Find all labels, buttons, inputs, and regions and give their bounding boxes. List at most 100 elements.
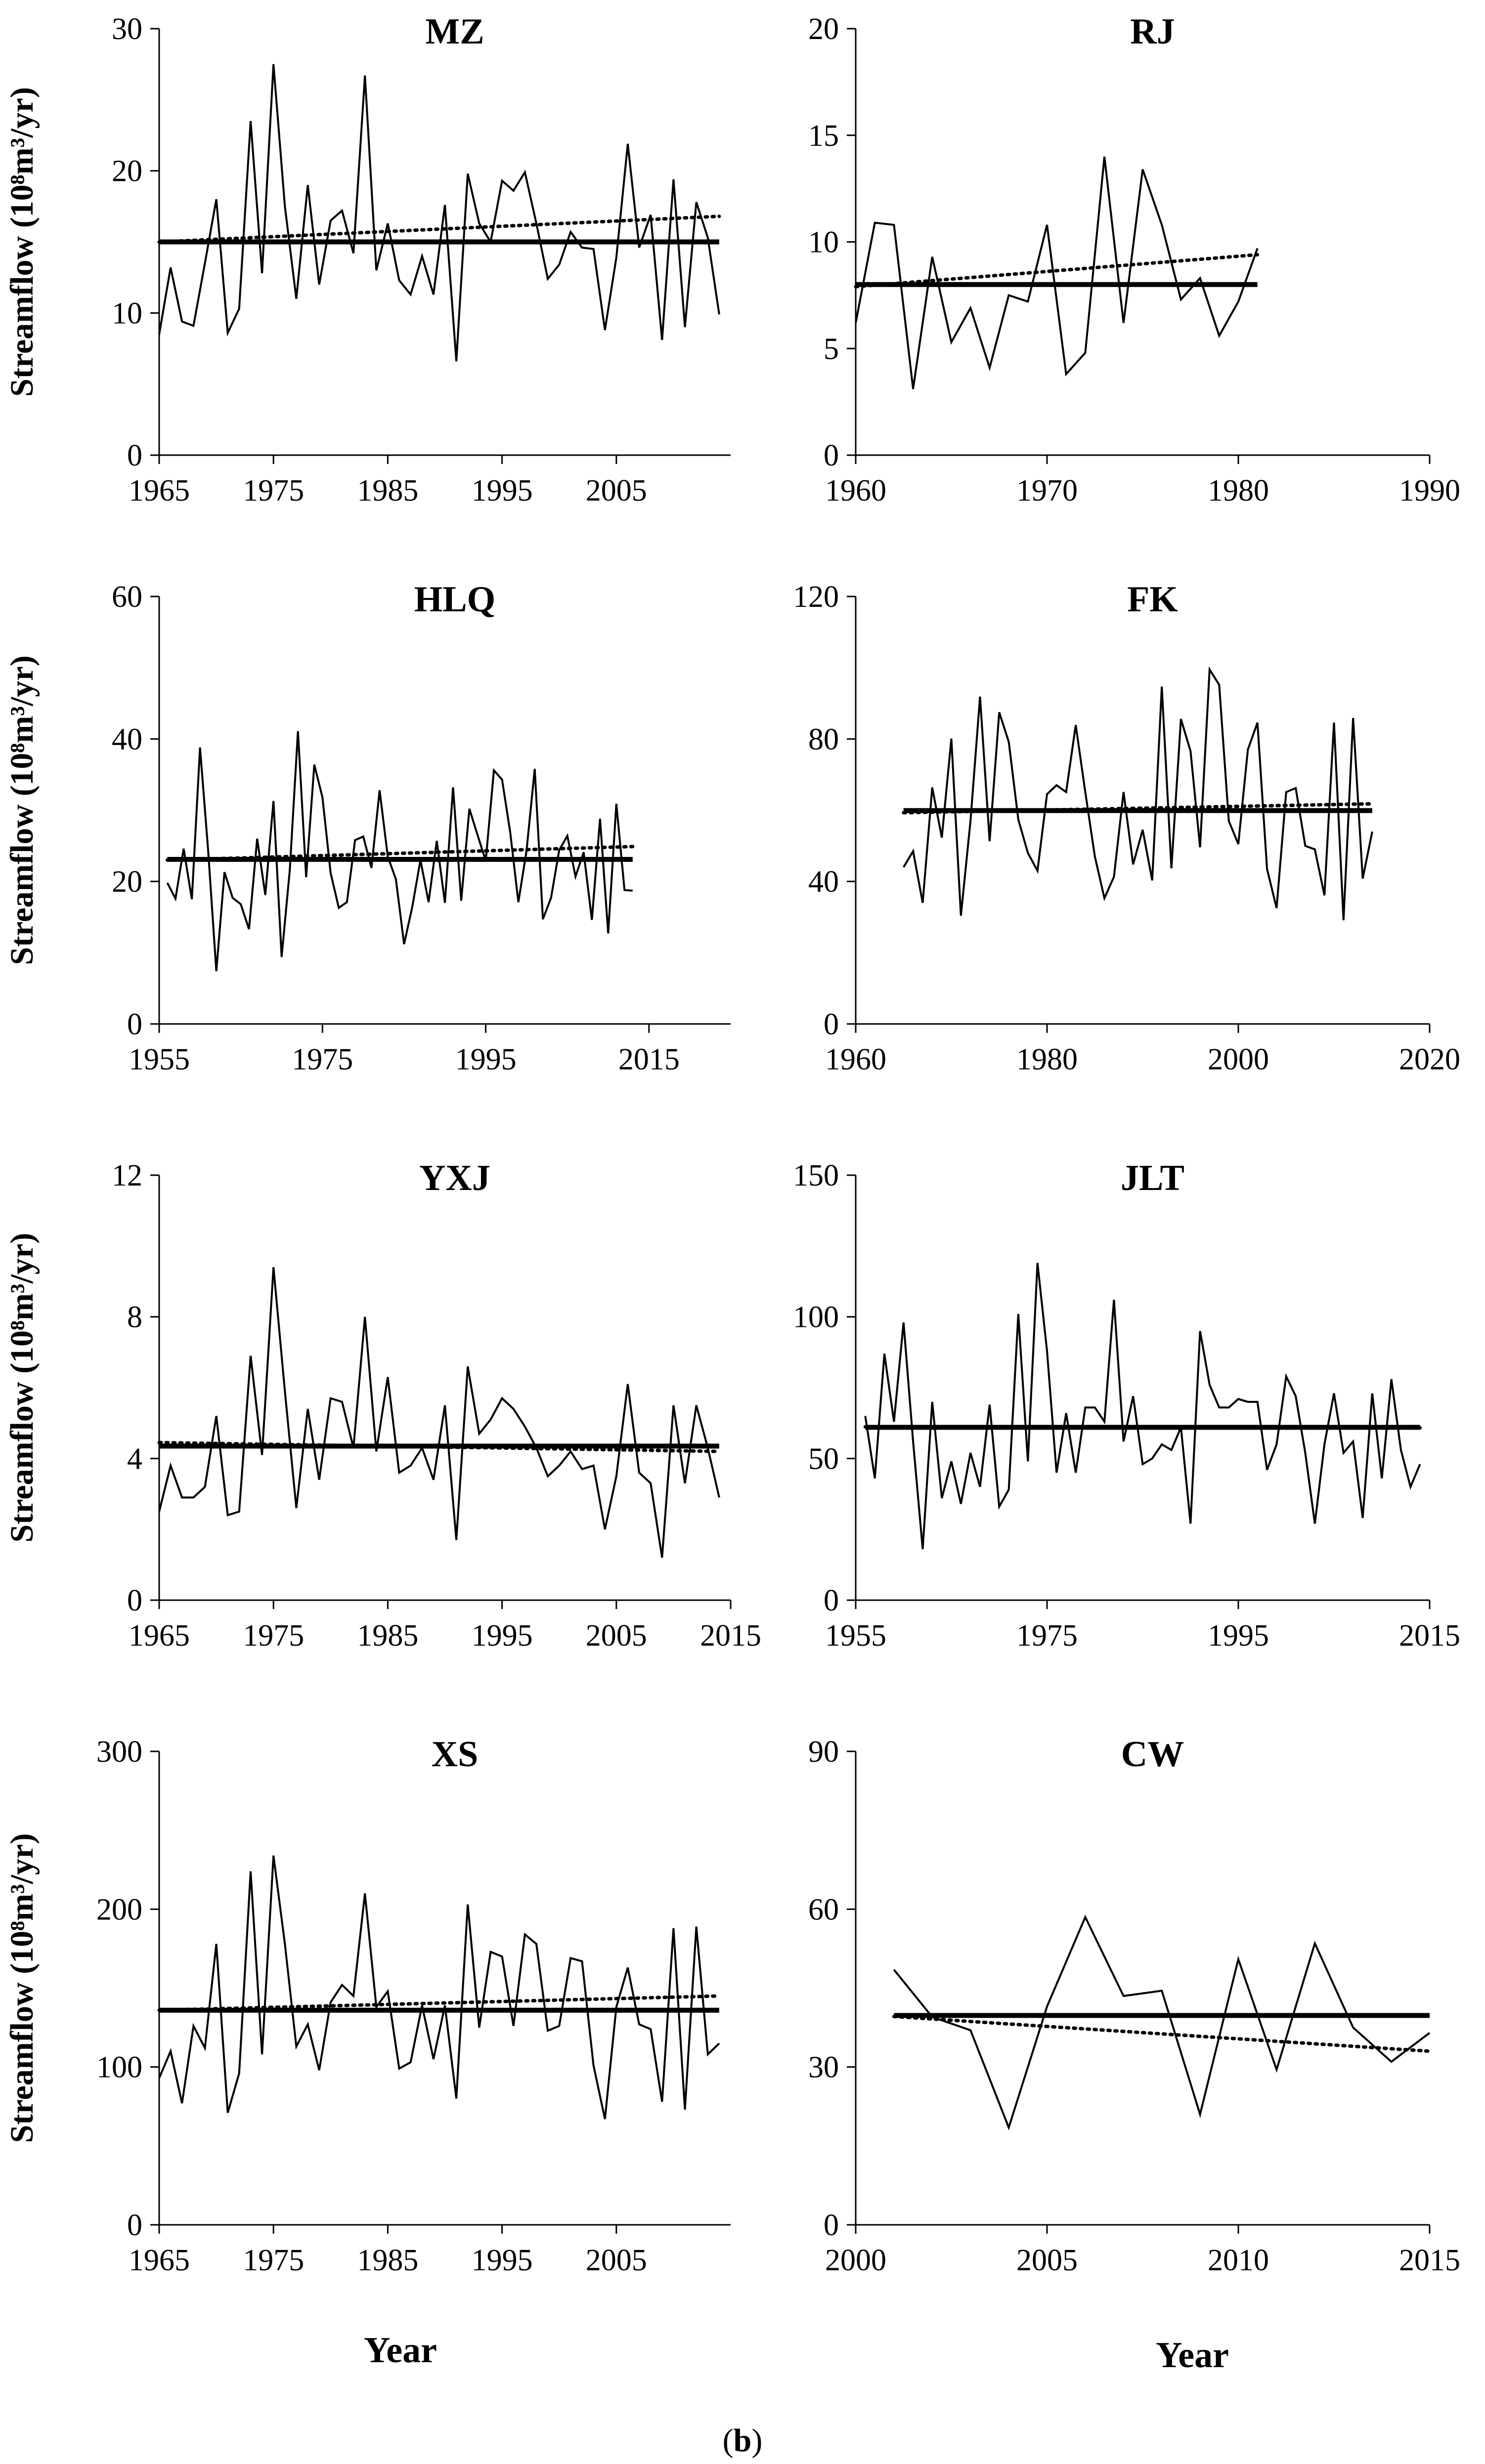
x-tick-label: 1965: [129, 1619, 190, 1653]
y-tick-label: 0: [127, 2209, 142, 2242]
x-tick-label: 1960: [825, 474, 886, 508]
y-tick-label: 300: [96, 1735, 142, 1769]
trend-line: [166, 845, 635, 862]
y-tick-label: 150: [793, 1159, 839, 1192]
x-axis-label-right: Year: [1156, 2335, 1229, 2376]
y-tick-label: 30: [808, 2051, 839, 2084]
x-tick-label: 1985: [357, 1619, 418, 1653]
chart-title: JLT: [1121, 1158, 1184, 1198]
x-tick-label: 2015: [700, 1619, 761, 1653]
x-tick-label: 2005: [1016, 2244, 1078, 2277]
streamflow-series-line: [158, 1855, 720, 2120]
x-tick-label: 1955: [825, 1619, 886, 1653]
x-tick-label: 1985: [357, 2244, 418, 2277]
x-axis-label-left: Year: [364, 2330, 437, 2371]
x-tick-label: 1965: [129, 474, 190, 508]
y-axis-label: Streamflow (10⁸m³/yr): [4, 1233, 40, 1543]
y-tick-label: 0: [824, 1584, 839, 1617]
trend-line: [892, 2014, 1432, 2053]
x-tick-label: 2020: [1399, 1043, 1460, 1076]
streamflow-series-line: [893, 1914, 1431, 2131]
chart-panel-mz: 0 10 20 30 1965 1975 1985 1995 2005 MZ Streamflow …: [4, 11, 731, 508]
x-tick-label: 1995: [472, 474, 533, 508]
chart-title: CW: [1121, 1734, 1184, 1775]
trend-line: [157, 1441, 721, 1453]
y-tick-label: 0: [127, 439, 142, 472]
x-tick-label: 1970: [1016, 474, 1078, 508]
y-tick-label: 0: [824, 1008, 839, 1041]
chart-panel-cw: 0 30 60 90 2000 2005 2010 2015 CW: [808, 1734, 1460, 2277]
chart-panel-rj: 0 5 10 15 20 1960 1970 1980 1990 RJ: [808, 11, 1460, 508]
chart-panel-hlq: 0 20 40 60 1955 1975 1995 2015 HLQ Streamflow (10…: [4, 579, 731, 1076]
y-tick-label: 100: [96, 2051, 142, 2084]
x-tick-label: 1975: [1016, 1619, 1078, 1653]
x-tick-label: 1975: [292, 1043, 353, 1076]
trend-line: [157, 214, 721, 244]
figure-caption: (b): [723, 2422, 763, 2459]
streamflow-series-line: [158, 64, 720, 362]
trend-line: [902, 802, 1374, 815]
chart-title: RJ: [1130, 11, 1175, 52]
y-tick-label: 40: [112, 722, 142, 756]
x-tick-label: 1980: [1208, 474, 1269, 508]
x-tick-label: 2005: [586, 474, 647, 508]
y-tick-label: 0: [824, 2209, 839, 2242]
y-tick-label: 120: [793, 580, 839, 614]
y-tick-label: 10: [808, 226, 839, 259]
x-tick-label: 1995: [472, 2244, 533, 2277]
trend-line: [157, 1994, 721, 2012]
x-tick-label: 2015: [1399, 1619, 1460, 1653]
x-tick-label: 1955: [129, 1043, 190, 1076]
x-tick-label: 1990: [1399, 474, 1460, 508]
y-tick-label: 0: [824, 439, 839, 472]
chart-panel-xs: 0 100 200 300 1965 1975 1985 1995 2005 XS Streamfl…: [4, 1734, 731, 2277]
y-tick-label: 90: [808, 1735, 839, 1769]
x-tick-label: 1980: [1016, 1043, 1078, 1076]
x-tick-label: 2010: [1208, 2244, 1269, 2277]
x-tick-label: 1995: [472, 1619, 533, 1653]
y-axis-label: Streamflow (10⁸m³/yr): [4, 1833, 40, 2143]
y-tick-label: 100: [793, 1301, 839, 1334]
y-tick-label: 5: [824, 332, 839, 366]
chart-title: FK: [1127, 579, 1178, 620]
chart-title: HLQ: [414, 579, 495, 620]
chart-title: MZ: [425, 11, 484, 52]
y-tick-label: 60: [808, 1893, 839, 1926]
y-axis-label: Streamflow (10⁸m³/yr): [4, 87, 40, 397]
y-tick-label: 0: [127, 1008, 142, 1041]
y-tick-label: 8: [127, 1301, 142, 1334]
x-tick-label: 2000: [825, 2244, 886, 2277]
trend-line: [863, 1425, 1422, 1430]
streamflow-series-line: [158, 1267, 720, 1558]
x-tick-label: 2000: [1208, 1043, 1269, 1076]
x-tick-label: 1960: [825, 1043, 886, 1076]
y-tick-label: 30: [112, 12, 142, 46]
x-tick-label: 1975: [243, 1619, 304, 1653]
y-tick-label: 20: [808, 12, 839, 46]
x-tick-label: 1975: [243, 2244, 304, 2277]
x-tick-label: 2015: [1399, 2244, 1460, 2277]
x-tick-label: 1975: [243, 474, 304, 508]
y-tick-label: 50: [808, 1442, 839, 1476]
x-tick-label: 2005: [586, 1619, 647, 1653]
y-tick-label: 4: [127, 1442, 142, 1476]
x-tick-label: 1985: [357, 474, 418, 508]
x-tick-label: 1995: [455, 1043, 517, 1076]
y-tick-label: 60: [112, 580, 142, 614]
chart-panel-jlt: 0 50 100 150 1955 1975 1995 2015 JLT: [793, 1158, 1460, 1653]
chart-title: YXJ: [419, 1158, 490, 1198]
x-tick-label: 1995: [1208, 1619, 1269, 1653]
trend-line: [854, 253, 1260, 289]
y-tick-label: 10: [112, 297, 142, 330]
streamflow-series-line: [864, 1263, 1421, 1549]
chart-panel-yxj: 0 4 8 12 1965 1975 1985 1995 2005 2015 YXJ Streamfl…: [4, 1158, 761, 1653]
panels: 0 10 20 30 1965 1975 1985 1995 2005 MZ Streamflow …: [4, 11, 1460, 2277]
x-tick-label: 2005: [586, 2244, 647, 2277]
x-tick-label: 2015: [618, 1043, 680, 1076]
y-tick-label: 15: [808, 119, 839, 153]
streamflow-series-line: [855, 156, 1259, 389]
y-tick-label: 40: [808, 865, 839, 899]
y-tick-label: 12: [112, 1159, 142, 1192]
y-axis-label: Streamflow (10⁸m³/yr): [4, 655, 40, 965]
